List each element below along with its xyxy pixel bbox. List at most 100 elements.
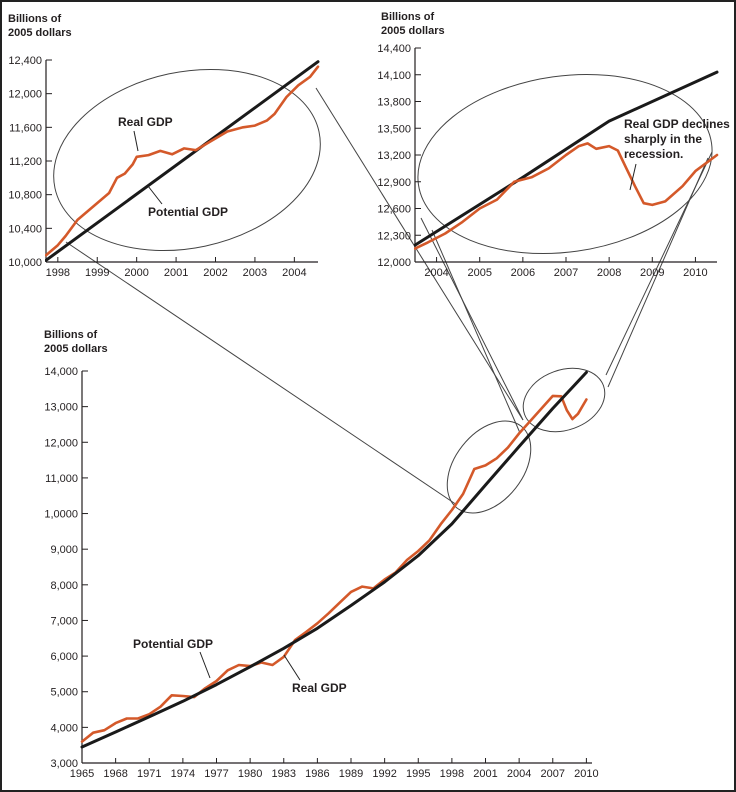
connector-line xyxy=(607,157,709,388)
inset-right-chart: Billions of 2005 dollars 12,00012,30012,… xyxy=(377,11,730,279)
inset-left-annotation-real-pointer xyxy=(133,130,139,152)
x-tick-label: 2004 xyxy=(507,768,531,780)
inset-left-annotation-potential-pointer xyxy=(147,185,163,205)
x-tick-label: 2009 xyxy=(640,267,664,279)
y-tick-label: 7,000 xyxy=(50,615,78,627)
x-tick-label: 2008 xyxy=(597,267,621,279)
potential-gdp-series-line xyxy=(45,60,320,262)
inset-right-axes: 12,000 12,300 12,600 12,900 13,200 13,500 13,8… xyxy=(377,43,717,279)
inset-right-annotation-pointer xyxy=(629,163,637,191)
inset-left-chart: Billions of 2005 dollars 10,00010,40010,… xyxy=(8,13,320,279)
x-tick-label: 2003 xyxy=(243,267,267,279)
y-tick-label: 1,0000 xyxy=(44,509,78,521)
x-tick-label: 1986 xyxy=(305,768,329,780)
connector-line xyxy=(315,87,524,421)
inset-left-annotation-real: Real GDP xyxy=(118,115,173,129)
x-tick-label: 1992 xyxy=(372,768,396,780)
x-tick-label: 2010 xyxy=(574,768,598,780)
y-tick-label: 13,500 xyxy=(377,123,411,135)
y-tick-label: 5,000 xyxy=(50,687,78,699)
inset-right-ylabel-line2: 2005 dollars xyxy=(381,25,445,37)
main-axes: 3,000 4,000 5,000 6,000 7,000 8,000 9,000 1,000… xyxy=(44,366,598,780)
x-tick-label: 1974 xyxy=(171,768,195,780)
zoom-ellipse-inset-right xyxy=(417,73,713,255)
x-tick-label: 1998 xyxy=(46,267,70,279)
x-tick-label: 1999 xyxy=(85,267,109,279)
y-tick-label: 9,000 xyxy=(50,544,78,556)
y-tick-label: 10,400 xyxy=(8,223,42,235)
y-tick-label: 8,000 xyxy=(50,580,78,592)
main-annotation-potential: Potential GDP xyxy=(133,637,213,651)
zoom-ellipse-inset-left xyxy=(53,68,321,252)
y-tick-label: 10,800 xyxy=(8,190,42,202)
y-tick-label: 12,600 xyxy=(377,204,411,216)
inset-right-ylabel-line1: Billions of xyxy=(381,11,435,23)
y-tick-label: 14,400 xyxy=(377,43,411,55)
inset-left-ylabel-line2: 2005 dollars xyxy=(8,27,72,39)
real-gdp-series-line xyxy=(45,65,320,257)
x-tick-label: 2001 xyxy=(473,768,497,780)
inset-left-axes: 10,000 10,400 10,800 11,200 11,600 12,000 12,4… xyxy=(8,55,318,279)
connector-line xyxy=(420,217,524,421)
inset-right-annotation-line1: Real GDP declines xyxy=(624,117,730,131)
connector-line xyxy=(65,241,458,506)
x-tick-label: 2005 xyxy=(467,267,491,279)
connector-line xyxy=(431,229,521,434)
x-tick-label: 2007 xyxy=(554,267,578,279)
inset-right-annotation-line3: recession. xyxy=(624,147,683,161)
main-lines xyxy=(80,370,588,749)
x-tick-label: 1971 xyxy=(137,768,161,780)
main-ylabel-line1: Billions of xyxy=(44,329,98,341)
x-tick-label: 2004 xyxy=(282,267,306,279)
main-annotation-real: Real GDP xyxy=(292,681,347,695)
x-tick-label: 1977 xyxy=(204,768,228,780)
x-tick-label: 2010 xyxy=(683,267,707,279)
potential-gdp-series-line xyxy=(80,370,588,749)
y-tick-label: 11,200 xyxy=(9,156,42,168)
x-tick-label: 2007 xyxy=(541,768,565,780)
y-tick-label: 12,000 xyxy=(8,89,42,101)
x-tick-label: 2000 xyxy=(124,267,148,279)
inset-left-ylabel-line1: Billions of xyxy=(8,13,62,25)
y-tick-label: 12,400 xyxy=(8,55,42,67)
x-tick-label: 2006 xyxy=(511,267,535,279)
y-tick-label: 12,300 xyxy=(377,230,411,242)
x-tick-label: 1995 xyxy=(406,768,430,780)
x-tick-label: 1983 xyxy=(272,768,296,780)
y-tick-label: 4,000 xyxy=(50,722,78,734)
inset-left-annotation-potential: Potential GDP xyxy=(148,205,228,219)
zoom-ellipse-main-left xyxy=(446,420,532,514)
x-tick-label: 1998 xyxy=(440,768,464,780)
y-tick-label: 11,000 xyxy=(45,473,78,485)
x-tick-label: 2002 xyxy=(203,267,227,279)
real-gdp-series-line xyxy=(80,394,588,743)
x-tick-label: 1989 xyxy=(339,768,363,780)
y-tick-label: 12,000 xyxy=(377,257,411,269)
zoom-guides xyxy=(53,68,713,514)
y-tick-label: 13,800 xyxy=(377,97,411,109)
x-tick-label: 2004 xyxy=(424,267,448,279)
main-chart: Billions of 2005 dollars 3,000 4,000 5,000… xyxy=(44,329,599,780)
y-tick-label: 12,900 xyxy=(377,177,411,189)
zoom-ellipse-main-right xyxy=(522,367,606,433)
inset-right-annotation-line2: sharply in the xyxy=(624,132,702,146)
inset-right-lines xyxy=(414,70,719,250)
y-tick-label: 13,200 xyxy=(377,150,411,162)
real-gdp-series-line xyxy=(414,142,719,250)
main-annotation-potential-pointer xyxy=(199,651,211,679)
x-tick-label: 1965 xyxy=(70,768,94,780)
y-tick-label: 14,100 xyxy=(377,70,411,82)
x-tick-label: 1968 xyxy=(103,768,127,780)
y-tick-label: 3,000 xyxy=(50,758,78,770)
y-tick-label: 6,000 xyxy=(50,651,78,663)
y-tick-label: 14,000 xyxy=(44,366,78,378)
main-ylabel-line2: 2005 dollars xyxy=(44,343,108,355)
x-tick-label: 2001 xyxy=(164,267,188,279)
y-tick-label: 13,000 xyxy=(44,402,78,414)
main-annotation-real-pointer xyxy=(283,654,301,681)
inset-left-lines xyxy=(45,60,320,262)
y-tick-label: 11,600 xyxy=(9,122,42,134)
y-tick-label: 12,000 xyxy=(44,437,78,449)
